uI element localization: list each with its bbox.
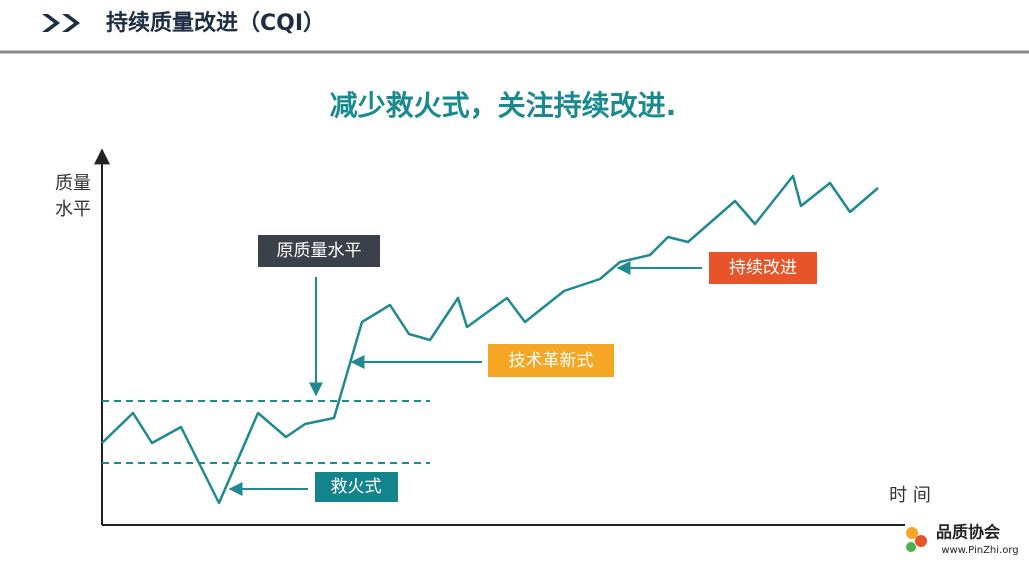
quality-curve xyxy=(101,174,879,505)
callout-box xyxy=(258,235,380,267)
callout-box xyxy=(488,344,614,377)
header-title: 持续质量改进（CQI） xyxy=(106,10,325,36)
callout-label: 持续改进 xyxy=(729,258,797,278)
callout-label: 救火式 xyxy=(331,477,382,497)
subtitle: 减少救火式，关注持续改进. xyxy=(330,89,677,122)
header-icon xyxy=(42,14,80,32)
callout-box xyxy=(709,252,817,284)
callout-label: 技术革新式 xyxy=(509,351,594,371)
logo-url: www.PinZhi.org xyxy=(941,545,1018,556)
y-axis-label: 质量 xyxy=(55,173,91,194)
callout-box xyxy=(315,472,398,502)
callout-label: 原质量水平 xyxy=(277,241,362,261)
x-axis-label: 时 间 xyxy=(889,485,931,506)
y-axis-label: 水平 xyxy=(55,199,91,220)
logo-icon xyxy=(906,527,927,552)
logo-name: 品质协会 xyxy=(936,523,1000,542)
